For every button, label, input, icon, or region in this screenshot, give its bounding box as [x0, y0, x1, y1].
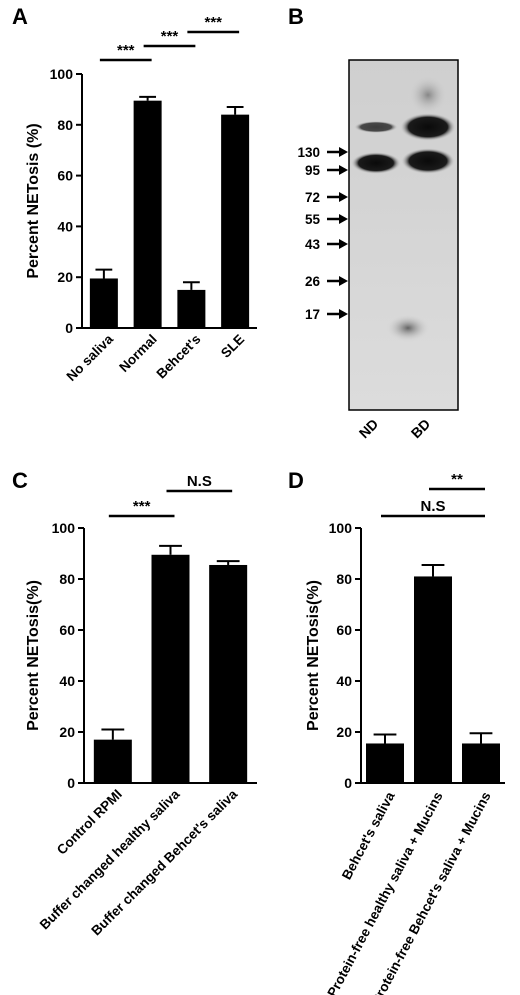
- blot-smear-bd-top: [408, 75, 448, 115]
- blot-band-nd-130: [354, 121, 398, 133]
- category-label: No saliva: [63, 331, 116, 384]
- y-tick-label: 20: [59, 724, 75, 740]
- category-label: Normal: [116, 332, 159, 375]
- svg-text:72: 72: [305, 190, 320, 205]
- svg-text:26: 26: [305, 274, 321, 289]
- significance-label: ***: [133, 498, 151, 515]
- significance-label: N.S: [187, 473, 212, 490]
- svg-text:43: 43: [305, 237, 321, 252]
- error-bar: [216, 560, 240, 565]
- blot-band-bd-95: [401, 148, 455, 174]
- blot-marker: 95: [305, 163, 348, 178]
- svg-text:55: 55: [305, 212, 321, 227]
- bar: [93, 739, 132, 783]
- bar: [89, 278, 118, 328]
- y-tick-label: 0: [65, 320, 73, 336]
- panel-letter-d: D: [288, 468, 304, 493]
- y-tick-label: 80: [59, 571, 75, 587]
- error-bar: [226, 106, 244, 115]
- y-tick-label: 80: [57, 117, 73, 133]
- y-tick-label: 80: [336, 571, 352, 587]
- chart-panel-a: 0 20 40 60 80 100 Percent NETosis (%) No saliva…: [25, 14, 257, 384]
- significance-label: **: [451, 471, 463, 488]
- blot-band-nd-95: [351, 152, 401, 174]
- panel-letter-c: C: [12, 468, 28, 493]
- error-bar: [421, 563, 445, 577]
- blot-lane-label: BD: [408, 416, 434, 442]
- western-blot-panel: 130 95 72 55 43 26 17 ND BD: [297, 59, 459, 442]
- bar: [221, 114, 250, 328]
- blot-marker: 72: [305, 190, 348, 205]
- y-tick-label: 60: [59, 622, 75, 638]
- y-tick-label: 60: [336, 622, 352, 638]
- error-bar: [139, 95, 157, 101]
- blot-membrane: [348, 59, 459, 411]
- error-bar: [95, 268, 113, 279]
- panel-letter-a: A: [12, 4, 28, 29]
- y-tick-label: 60: [57, 168, 73, 184]
- y-tick-label: 100: [329, 520, 353, 536]
- y-tick-label: 40: [57, 218, 73, 234]
- bar: [414, 576, 452, 783]
- blot-marker: 17: [305, 307, 348, 322]
- blot-marker: 43: [305, 237, 348, 252]
- blot-lane-label: ND: [356, 416, 382, 442]
- error-bar: [469, 732, 493, 744]
- significance-label: ***: [204, 14, 222, 31]
- chart-panel-d: 0 20 40 60 80 100 Percent NETosis(%) Behcet's s…: [305, 471, 505, 995]
- y-tick-label: 40: [336, 673, 352, 689]
- error-bar: [101, 728, 125, 740]
- bar: [366, 743, 404, 783]
- bar: [151, 554, 190, 783]
- y-tick-label: 20: [57, 269, 73, 285]
- blot-marker: 55: [305, 212, 348, 227]
- y-tick-label: 40: [59, 673, 75, 689]
- y-tick-label: 100: [52, 520, 76, 536]
- significance-label: N.S: [420, 498, 445, 515]
- y-axis-label: Percent NETosis(%): [25, 580, 42, 731]
- svg-text:95: 95: [305, 163, 321, 178]
- y-axis-label: Percent NETosis(%): [305, 580, 322, 731]
- bar: [462, 743, 500, 783]
- svg-text:17: 17: [305, 307, 320, 322]
- significance-label: ***: [161, 28, 179, 45]
- bar: [177, 289, 206, 328]
- blot-marker-ladder: 130 95 72 55 43 26 17: [297, 145, 348, 322]
- y-axis-label: Percent NETosis (%): [25, 123, 42, 278]
- category-label: Behcet's saliva: [339, 789, 398, 882]
- bar: [133, 100, 162, 328]
- panel-letter-b: B: [288, 4, 304, 29]
- svg-text:130: 130: [297, 145, 320, 160]
- significance-label: ***: [117, 42, 135, 59]
- y-tick-label: 0: [344, 775, 352, 791]
- blot-lane-labels: ND BD: [356, 416, 434, 442]
- category-label: Behcet's: [153, 332, 203, 382]
- category-label: SLE: [218, 332, 247, 361]
- y-tick-label: 100: [50, 66, 74, 82]
- blot-marker: 130: [297, 145, 348, 160]
- bar: [209, 564, 248, 783]
- error-bar: [373, 733, 397, 744]
- error-bar: [182, 281, 200, 290]
- blot-band-bd-low: [386, 314, 430, 342]
- y-tick-label: 0: [67, 775, 75, 791]
- blot-marker: 26: [305, 274, 348, 289]
- blot-band-bd-130: [400, 113, 456, 141]
- y-tick-label: 20: [336, 724, 352, 740]
- error-bar: [159, 544, 182, 555]
